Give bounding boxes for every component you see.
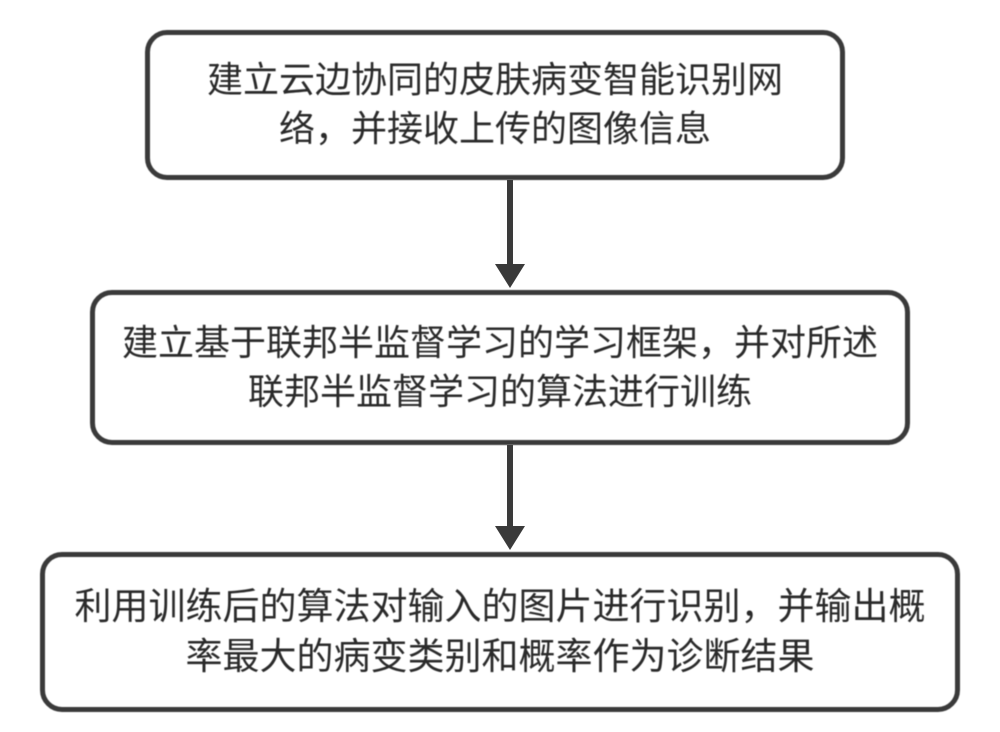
node-text: 利用训练后的算法对输入的图片进行识别，并输出概率最大的病变类别和概率作为诊断结果: [69, 582, 931, 682]
arrow-shaft: [507, 445, 513, 526]
arrow-head-icon: [495, 526, 525, 550]
flowchart-node-2: 建立基于联邦半监督学习的学习框架，并对所述联邦半监督学习的算法进行训练: [90, 290, 910, 445]
flowchart-node-3: 利用训练后的算法对输入的图片进行识别，并输出概率最大的病变类别和概率作为诊断结果: [40, 552, 960, 712]
node-text: 建立基于联邦半监督学习的学习框架，并对所述联邦半监督学习的算法进行训练: [119, 319, 881, 416]
flowchart-node-1: 建立云边协同的皮肤病变智能识别网络，并接收上传的图像信息: [145, 30, 845, 180]
arrow-shaft: [507, 180, 513, 264]
node-text: 建立云边协同的皮肤病变智能识别网络，并接收上传的图像信息: [174, 56, 816, 153]
arrow-head-icon: [495, 264, 525, 288]
flowchart-canvas: 建立云边协同的皮肤病变智能识别网络，并接收上传的图像信息 建立基于联邦半监督学习…: [0, 0, 1000, 732]
flowchart-arrow-1: [495, 180, 525, 288]
flowchart-arrow-2: [495, 445, 525, 550]
